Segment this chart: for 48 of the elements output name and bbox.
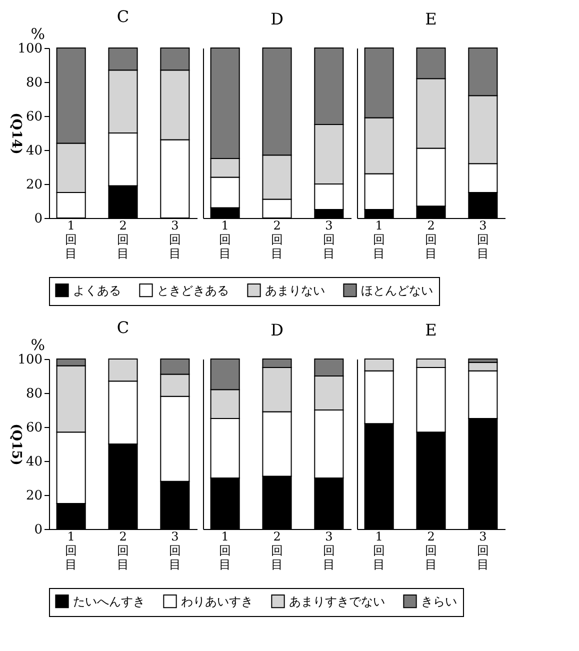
y-tick-label: 60 (26, 110, 42, 124)
chart-title: E (425, 10, 437, 28)
x-tick-label: 3回目 (168, 530, 181, 572)
x-tick-label: 1回目 (65, 530, 78, 572)
y-tick-label: 20 (26, 178, 42, 192)
y-tick-label: 80 (26, 76, 42, 90)
y-tick-label: 100 (18, 352, 42, 368)
x-tick-label: 1回目 (219, 218, 232, 260)
x-tick-label: 3回目 (476, 218, 489, 260)
chart-title: D (270, 10, 284, 28)
x-tick-label: 3回目 (476, 530, 489, 572)
y-tick-label: 0 (34, 212, 42, 226)
y-axis-title: (Q15) (8, 424, 24, 466)
legend-label: ほとんどない (361, 283, 433, 298)
y-tick-label: 60 (26, 420, 42, 436)
x-tick-label: 3回目 (322, 530, 335, 572)
x-tick-label: 2回目 (117, 530, 129, 572)
x-tick-label: 1回目 (373, 530, 386, 572)
legend-label: わりあいすき (181, 594, 253, 608)
chart-title: C (116, 318, 130, 337)
x-tick-label: 2回目 (271, 218, 283, 260)
legend-label: たいへんすき (73, 594, 145, 608)
legend-label: よくある (73, 283, 121, 298)
y-tick-label: 100 (18, 42, 42, 56)
x-tick-label: 1回目 (65, 218, 78, 260)
x-tick-label: 1回目 (373, 218, 386, 260)
text: % (30, 25, 45, 43)
y-tick-label: 0 (34, 522, 42, 538)
y-axis-title: (Q14) (8, 112, 24, 154)
legend-label: あまりない (265, 283, 325, 298)
x-tick-label: 2回目 (425, 218, 437, 260)
legend-label: きらい (421, 594, 457, 608)
x-tick-label: 1回目 (219, 530, 232, 572)
chart-title: C (116, 7, 130, 26)
y-tick-label: 40 (26, 454, 42, 470)
legend-label: あまりすきでない (289, 594, 385, 608)
x-tick-label: 2回目 (117, 218, 129, 260)
x-tick-label: 3回目 (322, 218, 335, 260)
x-tick-label: 3回目 (168, 218, 181, 260)
text: % (30, 336, 45, 354)
chart-title: E (425, 320, 437, 340)
x-tick-label: 2回目 (425, 530, 437, 572)
x-tick-label: 2回目 (271, 530, 283, 572)
y-tick-label: 40 (26, 144, 42, 158)
chart-title: D (270, 320, 284, 340)
legend-label: ときどきある (157, 283, 229, 298)
y-tick-label: 20 (26, 488, 42, 504)
y-tick-label: 80 (26, 386, 42, 402)
